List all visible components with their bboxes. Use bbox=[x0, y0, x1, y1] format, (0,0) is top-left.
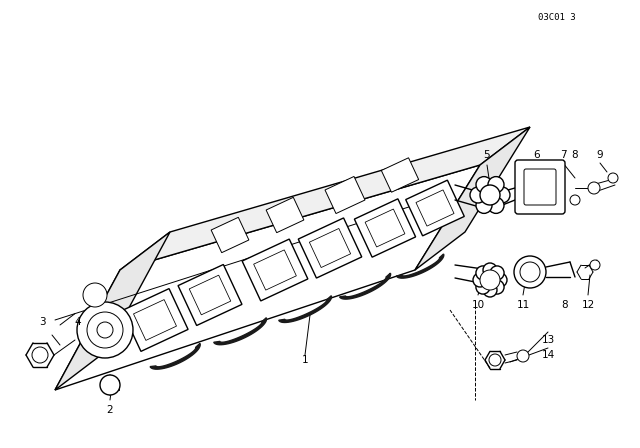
Circle shape bbox=[590, 260, 600, 270]
Circle shape bbox=[476, 198, 492, 213]
Polygon shape bbox=[55, 165, 480, 390]
Circle shape bbox=[83, 283, 107, 307]
Polygon shape bbox=[266, 197, 304, 233]
Circle shape bbox=[483, 263, 497, 277]
Text: 1: 1 bbox=[301, 355, 308, 365]
Text: 11: 11 bbox=[516, 300, 530, 310]
Circle shape bbox=[476, 280, 490, 294]
Circle shape bbox=[470, 187, 486, 203]
Polygon shape bbox=[253, 250, 296, 290]
Polygon shape bbox=[55, 232, 170, 390]
Circle shape bbox=[488, 198, 504, 213]
Circle shape bbox=[32, 347, 48, 363]
Text: 3: 3 bbox=[38, 317, 45, 327]
Circle shape bbox=[493, 273, 507, 287]
Polygon shape bbox=[355, 199, 415, 257]
Circle shape bbox=[489, 354, 501, 366]
Polygon shape bbox=[298, 218, 362, 278]
Text: 8: 8 bbox=[562, 300, 568, 310]
Circle shape bbox=[77, 302, 133, 358]
Text: 6: 6 bbox=[534, 150, 540, 160]
Circle shape bbox=[490, 280, 504, 294]
Circle shape bbox=[97, 322, 113, 338]
Text: 2: 2 bbox=[107, 405, 113, 415]
Text: 8: 8 bbox=[572, 150, 579, 160]
FancyBboxPatch shape bbox=[515, 160, 565, 214]
Polygon shape bbox=[178, 264, 242, 326]
Polygon shape bbox=[325, 177, 365, 214]
Polygon shape bbox=[415, 127, 530, 270]
FancyBboxPatch shape bbox=[524, 169, 556, 205]
Circle shape bbox=[488, 177, 504, 193]
Circle shape bbox=[490, 266, 504, 280]
Circle shape bbox=[480, 185, 500, 205]
Polygon shape bbox=[214, 318, 266, 345]
Polygon shape bbox=[340, 273, 390, 299]
Circle shape bbox=[570, 195, 580, 205]
Polygon shape bbox=[396, 254, 444, 278]
Polygon shape bbox=[242, 239, 308, 301]
Polygon shape bbox=[189, 275, 231, 315]
Text: 03C01 3: 03C01 3 bbox=[538, 13, 575, 22]
Circle shape bbox=[100, 375, 120, 395]
Circle shape bbox=[517, 350, 529, 362]
Text: 4: 4 bbox=[75, 317, 81, 327]
Polygon shape bbox=[309, 228, 351, 267]
Circle shape bbox=[483, 283, 497, 297]
Circle shape bbox=[520, 262, 540, 282]
Polygon shape bbox=[406, 180, 464, 236]
Circle shape bbox=[480, 270, 500, 290]
Text: 10: 10 bbox=[472, 300, 484, 310]
Circle shape bbox=[608, 173, 618, 183]
Text: 5: 5 bbox=[484, 150, 490, 160]
Text: 13: 13 bbox=[541, 335, 555, 345]
Polygon shape bbox=[416, 190, 454, 226]
Polygon shape bbox=[150, 343, 200, 369]
Circle shape bbox=[494, 187, 510, 203]
Text: 7: 7 bbox=[560, 150, 566, 160]
Polygon shape bbox=[134, 300, 177, 340]
Circle shape bbox=[476, 266, 490, 280]
Polygon shape bbox=[120, 127, 530, 270]
Polygon shape bbox=[278, 296, 332, 323]
Polygon shape bbox=[55, 165, 480, 390]
Polygon shape bbox=[365, 209, 405, 247]
Text: 14: 14 bbox=[541, 350, 555, 360]
Circle shape bbox=[588, 182, 600, 194]
Text: 12: 12 bbox=[581, 300, 595, 310]
Circle shape bbox=[473, 273, 487, 287]
Polygon shape bbox=[211, 217, 249, 253]
Polygon shape bbox=[381, 158, 419, 192]
Circle shape bbox=[514, 256, 546, 288]
Circle shape bbox=[87, 312, 123, 348]
Text: 9: 9 bbox=[596, 150, 604, 160]
Circle shape bbox=[476, 177, 492, 193]
Polygon shape bbox=[122, 289, 188, 351]
